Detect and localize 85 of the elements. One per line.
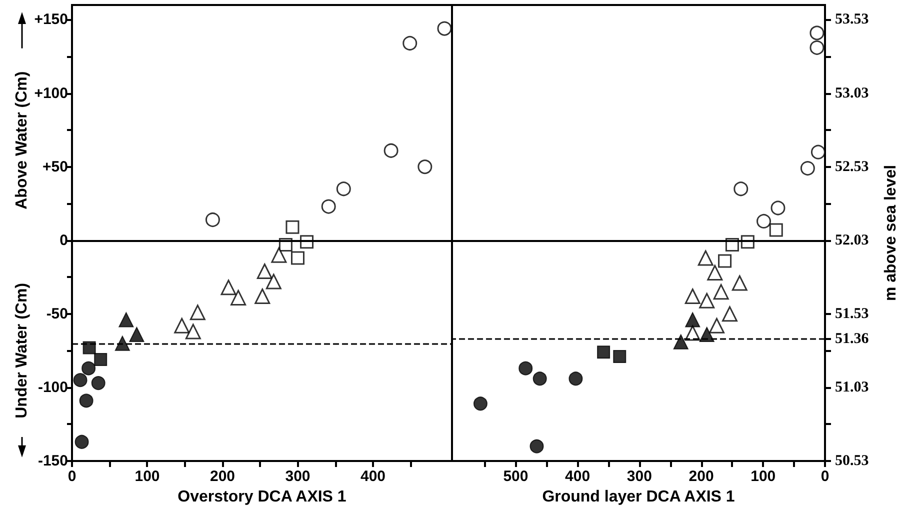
point <box>418 160 432 174</box>
point <box>532 372 547 386</box>
y2-axis-title: m above sea level <box>882 164 900 302</box>
point <box>473 396 488 411</box>
point <box>530 439 544 454</box>
point <box>94 353 108 366</box>
point <box>800 161 815 176</box>
y2-tick-label: 52.53 <box>835 158 869 175</box>
point <box>437 21 452 36</box>
point <box>810 26 824 40</box>
point <box>205 212 220 228</box>
x-tick-label: 400 <box>565 468 590 485</box>
y-tick-label: -100 <box>38 378 68 396</box>
y-tick-label: -50 <box>46 305 68 322</box>
point <box>810 144 826 160</box>
point <box>384 143 398 158</box>
y-tick-label: +50 <box>42 158 68 176</box>
point <box>73 373 88 388</box>
y2-tick-label: 50.53 <box>835 453 869 469</box>
x-tick-label: 0 <box>820 468 830 485</box>
point <box>734 182 748 196</box>
point <box>684 288 700 304</box>
point <box>271 247 287 263</box>
point <box>129 326 144 342</box>
point <box>74 434 89 449</box>
point <box>185 324 201 340</box>
point <box>321 199 336 214</box>
point <box>673 334 688 350</box>
y2-tick-label: 51.53 <box>835 306 869 322</box>
point <box>82 341 96 354</box>
x-tick-label: 500 <box>503 468 528 485</box>
point <box>769 223 783 237</box>
point <box>79 394 94 408</box>
point <box>336 182 351 196</box>
y-tick-label: +100 <box>34 84 68 102</box>
point <box>286 220 300 234</box>
point <box>82 361 96 376</box>
y2-tick-label: 51.36 <box>835 330 870 347</box>
point <box>518 361 533 376</box>
point <box>770 200 786 216</box>
y-axis-title: Above Water (Cm) <box>14 71 30 210</box>
point <box>230 290 246 306</box>
point <box>254 288 270 304</box>
point <box>256 263 272 279</box>
x-tick-label: 200 <box>210 468 236 485</box>
point <box>756 214 772 228</box>
point <box>190 304 206 320</box>
point <box>613 350 626 364</box>
point <box>699 326 714 342</box>
point <box>266 274 282 290</box>
x-tick-label: 300 <box>285 468 310 485</box>
point <box>722 306 738 322</box>
point <box>699 292 715 308</box>
point <box>174 318 190 334</box>
point <box>810 40 824 55</box>
x-axis-title: Ground layer DCA AXIS 1 <box>542 488 735 506</box>
point <box>114 336 130 351</box>
point <box>732 275 748 291</box>
point <box>91 376 106 390</box>
y2-tick-label: 52.03 <box>835 232 869 248</box>
y-tick-label: -150 <box>38 452 68 470</box>
x-tick-label: 400 <box>360 468 386 485</box>
point <box>709 318 724 334</box>
point <box>290 251 304 265</box>
point <box>402 36 418 50</box>
point <box>718 254 732 268</box>
text: Under Water (Cm) <box>14 282 30 418</box>
point <box>698 250 714 266</box>
x-axis-title: Overstory DCA AXIS 1 <box>178 488 346 506</box>
x-tick-label: 200 <box>688 468 714 485</box>
point <box>707 264 723 280</box>
point <box>118 312 134 328</box>
x-tick-label: 300 <box>626 468 652 485</box>
point <box>568 372 583 386</box>
y2-tick-label: 51.03 <box>835 379 869 396</box>
point <box>597 346 610 359</box>
x-tick-label: 100 <box>750 468 776 485</box>
y-tick-label: +150 <box>34 11 68 28</box>
y2-tick-label: 53.53 <box>835 12 869 28</box>
point <box>713 284 729 300</box>
point <box>685 312 700 328</box>
point <box>220 280 236 296</box>
y-tick-label: 0 <box>60 232 68 249</box>
x-tick-label: 100 <box>134 468 160 485</box>
y2-tick-label: 53.03 <box>835 85 869 102</box>
